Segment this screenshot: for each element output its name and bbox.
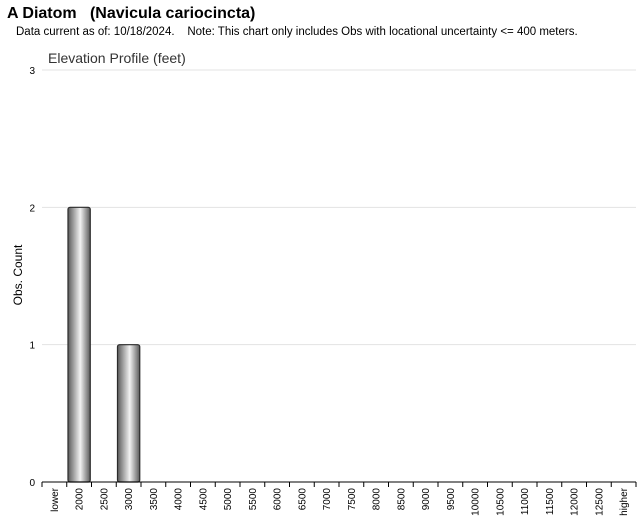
x-tick-label: 3000	[124, 488, 135, 511]
y-tick-label: 1	[29, 341, 35, 352]
x-tick-label: 12000	[570, 488, 581, 516]
x-tick-label: lower	[50, 487, 61, 512]
x-tick-label: 9000	[421, 488, 432, 511]
x-tick-label: 5500	[248, 488, 259, 511]
x-tick-label: 11000	[520, 488, 531, 516]
x-tick-label: 11500	[545, 488, 556, 516]
y-tick-label: 0	[29, 478, 35, 489]
bar-3000	[116, 344, 141, 483]
x-tick-label: 7000	[322, 488, 333, 511]
x-tick-label: 7500	[347, 488, 358, 511]
x-tick-label: 2500	[99, 488, 110, 511]
y-tick-label: 2	[29, 203, 35, 214]
x-tick-label: 10500	[495, 488, 506, 516]
data-note: Data current as of: 10/18/2024. Note: Th…	[16, 26, 578, 38]
x-tick-label: 8500	[396, 488, 407, 511]
page-title: A Diatom (Navicula cariocincta)	[7, 5, 256, 22]
x-tick-label: 6000	[273, 488, 284, 511]
x-tick-label: 10000	[471, 488, 482, 516]
x-tick-label: 4000	[174, 488, 185, 511]
chart-title: Elevation Profile (feet)	[48, 50, 186, 66]
x-tick-label: 3500	[149, 488, 160, 511]
y-tick-label: 3	[29, 66, 35, 77]
x-tick-label: 12500	[594, 488, 605, 516]
x-tick-label: 4500	[198, 488, 209, 511]
x-tick-label: 5000	[223, 488, 234, 511]
x-tick-label: 6500	[297, 488, 308, 511]
bar-2000	[67, 206, 91, 483]
x-tick-label: 2000	[75, 488, 86, 511]
y-axis-label: Obs. Count	[11, 244, 25, 305]
x-tick-label: 9500	[446, 488, 457, 511]
x-tick-label: 8000	[372, 488, 383, 511]
x-tick-label: higher	[619, 487, 630, 515]
